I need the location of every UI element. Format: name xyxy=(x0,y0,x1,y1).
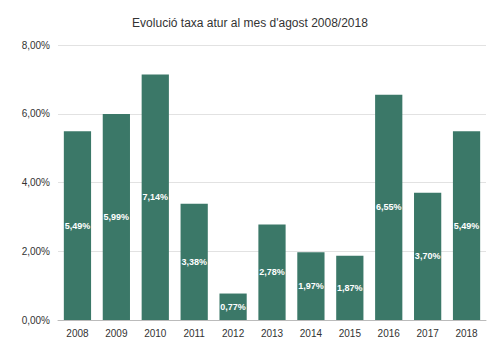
svg-text:6,55%: 6,55% xyxy=(376,202,402,212)
svg-text:2017: 2017 xyxy=(417,328,440,339)
svg-text:2012: 2012 xyxy=(222,328,245,339)
svg-text:2009: 2009 xyxy=(105,328,128,339)
svg-text:2008: 2008 xyxy=(66,328,89,339)
svg-text:2010: 2010 xyxy=(144,328,167,339)
svg-text:2011: 2011 xyxy=(183,328,205,339)
svg-text:0,77%: 0,77% xyxy=(220,302,246,312)
svg-text:1,87%: 1,87% xyxy=(337,283,363,293)
svg-text:2,78%: 2,78% xyxy=(259,267,285,277)
svg-text:2,00%: 2,00% xyxy=(22,246,50,257)
svg-text:Evolució taxa atur al mes d'ag: Evolució taxa atur al mes d'agost 2008/2… xyxy=(132,16,368,30)
svg-text:4,00%: 4,00% xyxy=(22,177,50,188)
svg-text:1,97%: 1,97% xyxy=(298,281,324,291)
svg-text:8,00%: 8,00% xyxy=(22,40,50,51)
svg-text:0,00%: 0,00% xyxy=(22,315,50,326)
svg-text:6,00%: 6,00% xyxy=(22,108,50,119)
svg-text:5,99%: 5,99% xyxy=(104,212,130,222)
svg-text:2013: 2013 xyxy=(261,328,284,339)
svg-text:2016: 2016 xyxy=(378,328,401,339)
svg-text:5,49%: 5,49% xyxy=(454,221,480,231)
svg-text:2018: 2018 xyxy=(455,328,478,339)
svg-text:7,14%: 7,14% xyxy=(143,192,169,202)
svg-text:3,70%: 3,70% xyxy=(415,251,441,261)
svg-text:2014: 2014 xyxy=(300,328,323,339)
svg-text:2015: 2015 xyxy=(339,328,362,339)
svg-text:3,38%: 3,38% xyxy=(181,257,207,267)
svg-text:5,49%: 5,49% xyxy=(65,221,91,231)
